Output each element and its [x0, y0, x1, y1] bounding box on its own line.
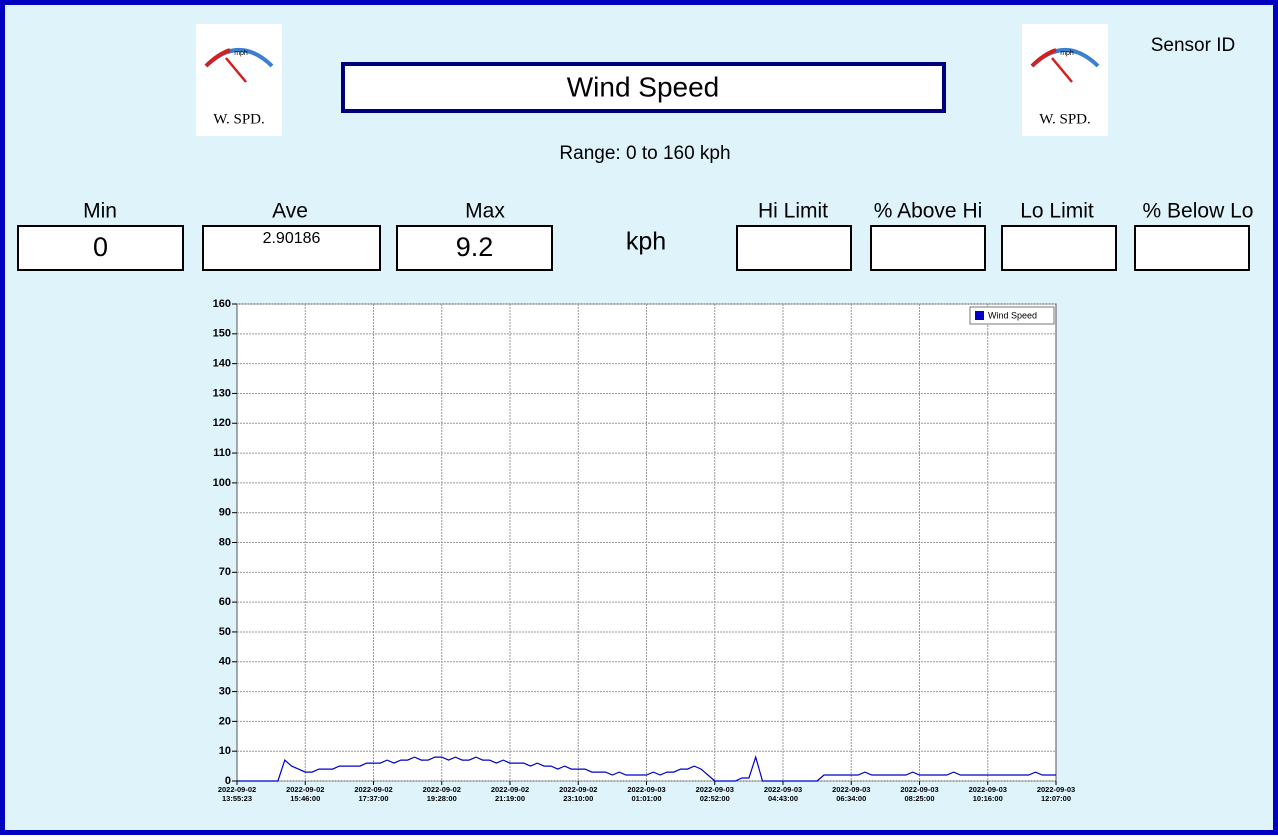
x-tick-label: 2022-09-02 [286, 785, 324, 794]
y-tick-label: 0 [225, 775, 231, 787]
title-box [341, 62, 946, 113]
x-tick-label: 01:01:00 [631, 794, 661, 803]
x-tick-label: 13:55:23 [222, 794, 252, 803]
stat-box [736, 225, 852, 271]
y-tick-label: 120 [213, 417, 231, 429]
x-tick-label: 2022-09-03 [627, 785, 665, 794]
y-tick-label: 80 [219, 536, 231, 548]
gauge-unit: mph [1060, 50, 1074, 57]
x-tick-label: 12:07:00 [1041, 794, 1071, 803]
unit: kph [626, 228, 666, 256]
icon-bg [1022, 24, 1108, 136]
x-tick-label: 2022-09-02 [559, 785, 597, 794]
stat-box [396, 225, 553, 271]
stat-value: 9.2 [456, 232, 494, 262]
title: Wind Speed [567, 71, 720, 102]
x-tick-label: 2022-09-03 [696, 785, 734, 794]
icon-bg [196, 24, 282, 136]
stat-label: Max [465, 200, 505, 223]
y-tick-label: 130 [213, 387, 231, 399]
x-tick-label: 19:28:00 [427, 794, 457, 803]
gauge-needle [1051, 57, 1073, 83]
y-tick-label: 90 [219, 507, 231, 519]
y-tick-label: 160 [213, 298, 231, 310]
x-tick-label: 21:19:00 [495, 794, 525, 803]
stat-value: 0 [93, 232, 108, 262]
y-tick-label: 40 [219, 656, 231, 668]
y-tick-label: 60 [219, 596, 231, 608]
x-tick-label: 2022-09-03 [764, 785, 802, 794]
gauge-icon: mph W. SPD. [196, 24, 282, 136]
x-tick-label: 2022-09-02 [491, 785, 529, 794]
x-tick-label: 23:10:00 [563, 794, 593, 803]
x-tick-label: 08:25:00 [904, 794, 934, 803]
x-tick-label: 04:43:00 [768, 794, 798, 803]
y-tick-label: 100 [213, 477, 231, 489]
stat-box [1001, 225, 1117, 271]
y-tick-label: 30 [219, 685, 231, 697]
x-tick-label: 2022-09-03 [900, 785, 938, 794]
gauge-arc-red [204, 48, 231, 68]
stat-box [202, 225, 381, 271]
legend-label: Wind Speed [988, 310, 1037, 320]
x-tick-label: 2022-09-02 [423, 785, 461, 794]
x-tick-label: 2022-09-03 [832, 785, 870, 794]
icon-label: W. SPD. [213, 111, 265, 127]
stat-box [870, 225, 986, 271]
stat-value: 2.90186 [263, 230, 321, 247]
stat-label: % Above Hi [874, 200, 983, 223]
stat-label: Lo Limit [1020, 200, 1094, 223]
y-tick-label: 140 [213, 358, 231, 370]
x-tick-label: 10:16:00 [973, 794, 1003, 803]
x-tick-label: 2022-09-02 [354, 785, 392, 794]
legend-box [969, 306, 1055, 325]
icon-label: W. SPD. [1039, 111, 1091, 127]
y-tick-label: 10 [219, 745, 231, 757]
y-tick-label: 150 [213, 328, 231, 340]
y-tick-label: 110 [213, 447, 231, 459]
stat-label: Hi Limit [758, 200, 828, 223]
gauge-arc-red [1030, 48, 1057, 68]
stat-label: Ave [272, 200, 308, 223]
stat-label: % Below Lo [1143, 200, 1254, 223]
x-tick-label: 17:37:00 [358, 794, 388, 803]
x-tick-label: 02:52:00 [700, 794, 730, 803]
gauge-needle [225, 57, 247, 83]
legend-swatch [975, 311, 984, 320]
gauge-unit: mph [234, 50, 248, 57]
x-tick-label: 15:46:00 [290, 794, 320, 803]
stat-box [1134, 225, 1250, 271]
range: Range: 0 to 160 kph [559, 143, 730, 164]
x-tick-label: 06:34:00 [836, 794, 866, 803]
x-tick-label: 2022-09-03 [969, 785, 1007, 794]
x-tick-label: 2022-09-02 [218, 785, 256, 794]
y-tick-label: 20 [219, 715, 231, 727]
x-tick-label: 2022-09-03 [1037, 785, 1075, 794]
stat-label: Min [83, 200, 117, 223]
sensor-id: Sensor ID [1151, 35, 1235, 56]
stat-box [17, 225, 184, 271]
gauge-icon: mph W. SPD. [1022, 24, 1108, 136]
y-tick-label: 50 [219, 626, 231, 638]
series-line [237, 755, 1056, 782]
y-tick-label: 70 [219, 566, 231, 578]
